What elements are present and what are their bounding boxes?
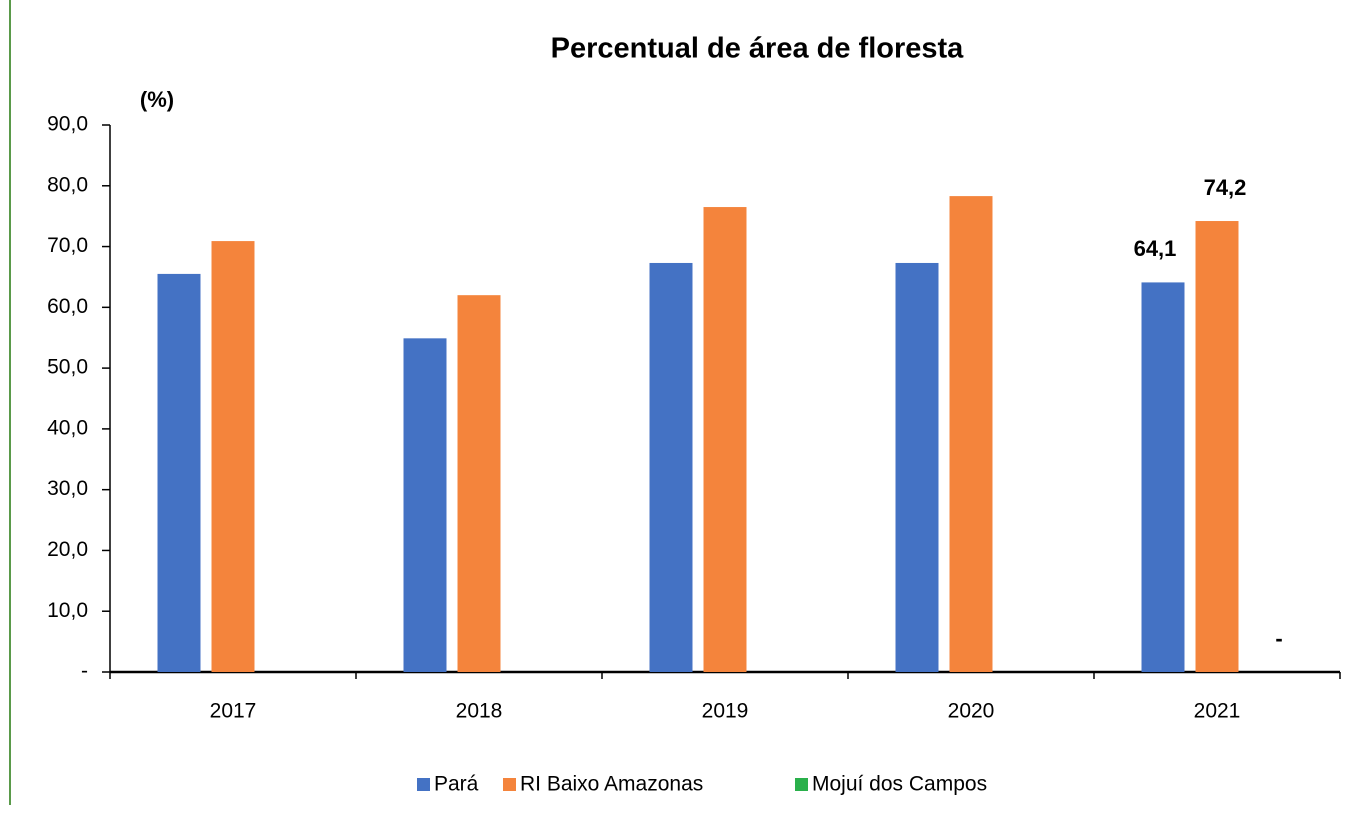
bar: [649, 262, 693, 672]
y-tick-label: 20,0: [47, 538, 88, 561]
legend-swatch: [795, 778, 808, 791]
bar: [895, 262, 939, 672]
y-tick-label: 40,0: [47, 416, 88, 439]
x-tick-label: 2019: [702, 700, 749, 723]
x-tick-label: 2018: [456, 700, 503, 723]
bar: [457, 295, 501, 672]
legend-label: Pará: [434, 773, 479, 796]
y-tick-label: 10,0: [47, 599, 88, 622]
y-tick-label: 90,0: [47, 113, 88, 136]
y-tick-label: 30,0: [47, 477, 88, 500]
chart-title: Percentual de área de floresta: [551, 33, 964, 65]
y-tick-label: 70,0: [47, 234, 88, 257]
x-tick-label: 2017: [210, 700, 257, 723]
bar: [703, 207, 747, 673]
legend-swatch: [503, 778, 516, 791]
x-tick-label: 2020: [948, 700, 995, 723]
data-label: 64,1: [1134, 236, 1177, 261]
bar: [157, 273, 201, 672]
data-label: -: [1275, 626, 1282, 651]
y-tick-label: 50,0: [47, 356, 88, 379]
bar: [403, 338, 447, 672]
bar: [211, 241, 255, 672]
bar: [1195, 221, 1239, 673]
bar: [949, 196, 993, 673]
y-tick-label: 60,0: [47, 295, 88, 318]
x-tick-label: 2021: [1194, 700, 1241, 723]
y-tick-label: 80,0: [47, 173, 88, 196]
y-tick-label: -: [81, 660, 88, 683]
legend-label: RI Baixo Amazonas: [520, 773, 703, 796]
y-axis-label: (%): [140, 87, 174, 112]
legend-swatch: [417, 778, 430, 791]
legend-label: Mojuí dos Campos: [812, 773, 987, 796]
bar: [1141, 282, 1185, 672]
data-label: 74,2: [1204, 175, 1247, 200]
